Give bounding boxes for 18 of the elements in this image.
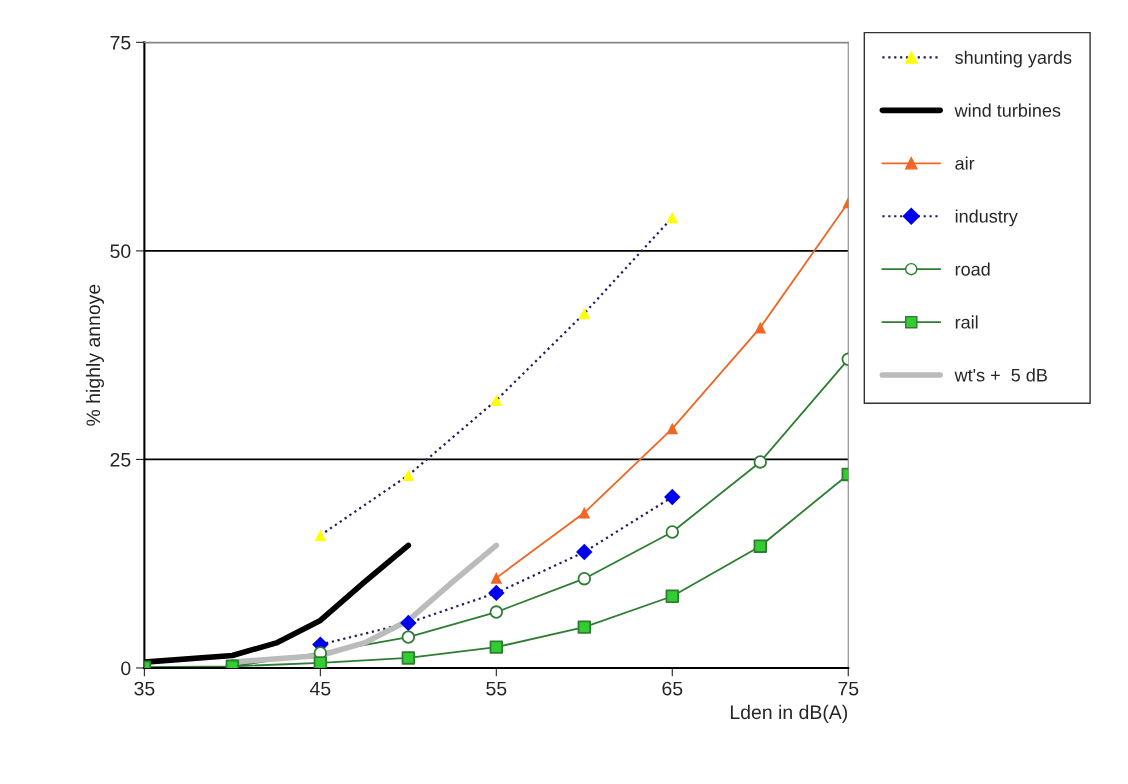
x-tick-label: 75: [838, 681, 859, 696]
legend-label: shunting yards: [955, 50, 1072, 68]
legend-label: rail: [955, 315, 978, 329]
x-tick-label: 55: [486, 681, 507, 696]
x-tick-label: 65: [662, 681, 683, 696]
x-tick-label: 45: [309, 681, 331, 696]
y-tick-label: 75: [110, 36, 131, 50]
y-tick-label: 50: [110, 244, 131, 259]
x-axis-title: Lden in dB(A): [730, 704, 848, 723]
y-tick-label: 0: [121, 661, 131, 676]
legend-label: road: [955, 262, 990, 276]
y-tick-label: 25: [110, 452, 131, 467]
legend-label: industry: [955, 209, 1018, 227]
y-axis-title: % highly annoye: [85, 284, 105, 426]
x-tick-label: 35: [134, 681, 155, 696]
legend-label: wind turbines: [954, 103, 1061, 117]
legend-label: air: [955, 156, 975, 170]
legend-label: wt's + 5 dB: [954, 368, 1047, 382]
